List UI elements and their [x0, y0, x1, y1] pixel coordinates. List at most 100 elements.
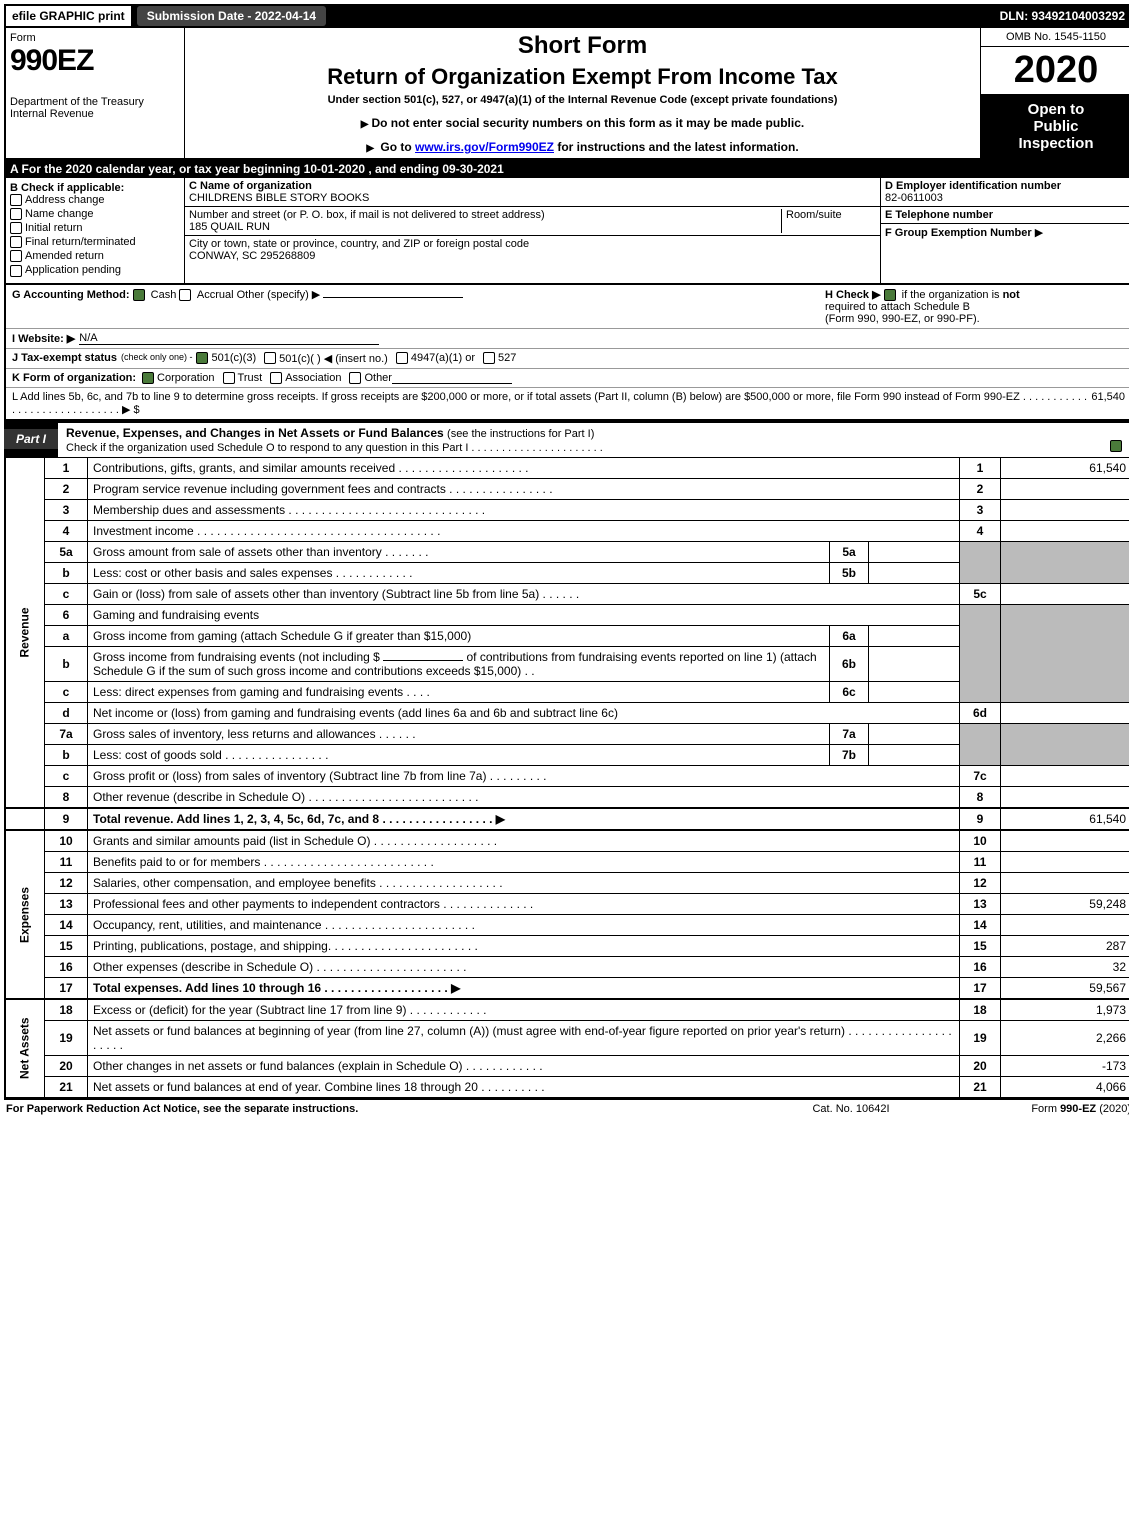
- i-label: I Website: ▶: [12, 332, 75, 345]
- line-7c: cGross profit or (loss) from sales of in…: [5, 765, 1129, 786]
- b-opt-final[interactable]: Final return/terminated: [10, 236, 180, 248]
- other-line: [323, 297, 463, 298]
- line-4: 4Investment income . . . . . . . . . . .…: [5, 520, 1129, 541]
- checkbox-other[interactable]: [349, 372, 361, 384]
- line-5a: 5aGross amount from sale of assets other…: [5, 541, 1129, 562]
- bar-a: A For the 2020 calendar year, or tax yea…: [4, 160, 1129, 178]
- submission-date: Submission Date - 2022-04-14: [137, 6, 326, 26]
- k-label: K Form of organization:: [12, 372, 136, 384]
- b-opt-amended[interactable]: Amended return: [10, 250, 180, 262]
- c-city-row: City or town, state or province, country…: [185, 236, 880, 264]
- page-footer: For Paperwork Reduction Act Notice, see …: [4, 1099, 1129, 1118]
- revenue-label: Revenue: [5, 457, 45, 808]
- checkbox-4947[interactable]: [396, 352, 408, 364]
- f-arrow: ▶: [1035, 227, 1043, 239]
- line-5c: cGain or (loss) from sale of assets othe…: [5, 583, 1129, 604]
- line-15: 15Printing, publications, postage, and s…: [5, 935, 1129, 956]
- b-opt-name[interactable]: Name change: [10, 208, 180, 220]
- c-city-label: City or town, state or province, country…: [189, 238, 529, 250]
- line-8: 8Other revenue (describe in Schedule O) …: [5, 786, 1129, 808]
- d-row: D Employer identification number 82-0611…: [881, 178, 1129, 207]
- j-label: J Tax-exempt status: [12, 352, 117, 365]
- checkbox-527[interactable]: [483, 352, 495, 364]
- instruction-1: Do not enter social security numbers on …: [189, 116, 976, 130]
- dept-treasury: Department of the Treasury: [10, 96, 180, 108]
- line-21: 21Net assets or fund balances at end of …: [5, 1076, 1129, 1098]
- checkbox-accrual[interactable]: [179, 289, 191, 301]
- part1-header: Part I Revenue, Expenses, and Changes in…: [4, 421, 1129, 457]
- k-other-line: [392, 372, 512, 384]
- insp1: Open to: [985, 101, 1127, 118]
- checkbox-assoc[interactable]: [270, 372, 282, 384]
- checkbox-icon: [10, 208, 22, 220]
- footer-left: For Paperwork Reduction Act Notice, see …: [6, 1103, 751, 1115]
- footer-cat: Cat. No. 10642I: [751, 1103, 951, 1115]
- form-header: Form 990EZ Department of the Treasury In…: [4, 28, 1129, 160]
- instr2-pre: Go to: [380, 140, 415, 154]
- b-opt-address[interactable]: Address change: [10, 194, 180, 206]
- line-17: 17Total expenses. Add lines 10 through 1…: [5, 977, 1129, 999]
- checkbox-icon: [10, 250, 22, 262]
- checkbox-h[interactable]: [884, 289, 896, 301]
- line-13: 13Professional fees and other payments t…: [5, 893, 1129, 914]
- line-7a: 7aGross sales of inventory, less returns…: [5, 723, 1129, 744]
- part1-check-text: Check if the organization used Schedule …: [66, 442, 603, 454]
- c-name-label: C Name of organization: [189, 180, 369, 192]
- checkbox-501c3[interactable]: [196, 352, 208, 364]
- footer-formref: Form 990-EZ (2020): [951, 1103, 1129, 1115]
- line-14: 14Occupancy, rent, utilities, and mainte…: [5, 914, 1129, 935]
- row-j: J Tax-exempt status (check only one) - 5…: [6, 349, 1129, 369]
- form-label: Form: [10, 32, 180, 44]
- omb-number: OMB No. 1545-1150: [981, 28, 1129, 47]
- checkbox-icon: [10, 236, 22, 248]
- c-street-label: Number and street (or P. O. box, if mail…: [189, 209, 781, 221]
- section-def: D Employer identification number 82-0611…: [880, 178, 1129, 283]
- efile-label: efile GRAPHIC print: [4, 4, 133, 28]
- b-opt-initial[interactable]: Initial return: [10, 222, 180, 234]
- dln-label: DLN: 93492104003292: [1000, 9, 1129, 23]
- section-ghijkl: G Accounting Method: Cash Accrual Other …: [4, 285, 1129, 421]
- row-l: L Add lines 5b, 6c, and 7b to line 9 to …: [6, 388, 1129, 419]
- website-value: N/A: [79, 332, 379, 345]
- line-16: 16Other expenses (describe in Schedule O…: [5, 956, 1129, 977]
- row-g-h: G Accounting Method: Cash Accrual Other …: [6, 285, 1129, 329]
- line-2: 2Program service revenue including gover…: [5, 478, 1129, 499]
- short-form-title: Short Form: [189, 32, 976, 60]
- line-6: 6Gaming and fundraising events: [5, 604, 1129, 625]
- checkbox-schedo[interactable]: [1110, 440, 1122, 452]
- subtitle: Under section 501(c), 527, or 4947(a)(1)…: [189, 94, 976, 106]
- line-9: 9Total revenue. Add lines 1, 2, 3, 4, 5c…: [5, 808, 1129, 830]
- netassets-label: Net Assets: [5, 999, 45, 1098]
- room-label: Room/suite: [781, 209, 876, 233]
- part1-title: Revenue, Expenses, and Changes in Net As…: [58, 421, 1129, 457]
- checkbox-trust[interactable]: [223, 372, 235, 384]
- c-street-row: Number and street (or P. O. box, if mail…: [185, 207, 880, 236]
- org-city: CONWAY, SC 295268809: [189, 250, 529, 262]
- l-text: L Add lines 5b, 6c, and 7b to line 9 to …: [12, 391, 1091, 416]
- g-label: G Accounting Method:: [12, 289, 130, 301]
- line-18: Net Assets 18Excess or (deficit) for the…: [5, 999, 1129, 1021]
- checkbox-icon: [10, 265, 22, 277]
- checkbox-corp[interactable]: [142, 372, 154, 384]
- l-amount: 61,540: [1091, 391, 1125, 416]
- instr2-link[interactable]: www.irs.gov/Form990EZ: [415, 140, 554, 154]
- instruction-2: Go to www.irs.gov/Form990EZ for instruct…: [189, 140, 976, 154]
- main-title: Return of Organization Exempt From Incom…: [189, 64, 976, 90]
- b-opt-pending[interactable]: Application pending: [10, 264, 180, 276]
- row-k: K Form of organization: Corporation Trus…: [6, 369, 1129, 388]
- c-name-row: C Name of organization CHILDRENS BIBLE S…: [185, 178, 880, 207]
- section-bcd: B Check if applicable: Address change Na…: [4, 178, 1129, 285]
- section-b: B Check if applicable: Address change Na…: [6, 178, 185, 283]
- part1-tab: Part I: [4, 429, 58, 449]
- h-label: H Check ▶: [825, 289, 881, 301]
- checkbox-501c[interactable]: [264, 352, 276, 364]
- f-row: F Group Exemption Number ▶: [881, 224, 1129, 241]
- ein-value: 82-0611003: [885, 192, 1127, 204]
- line-20: 20Other changes in net assets or fund ba…: [5, 1055, 1129, 1076]
- checkbox-cash[interactable]: [133, 289, 145, 301]
- org-street: 185 QUAIL RUN: [189, 221, 781, 233]
- checkbox-icon: [10, 222, 22, 234]
- b-title: B Check if applicable:: [10, 182, 180, 194]
- line-12: 12Salaries, other compensation, and empl…: [5, 872, 1129, 893]
- header-right: OMB No. 1545-1150 2020 Open to Public In…: [980, 28, 1129, 158]
